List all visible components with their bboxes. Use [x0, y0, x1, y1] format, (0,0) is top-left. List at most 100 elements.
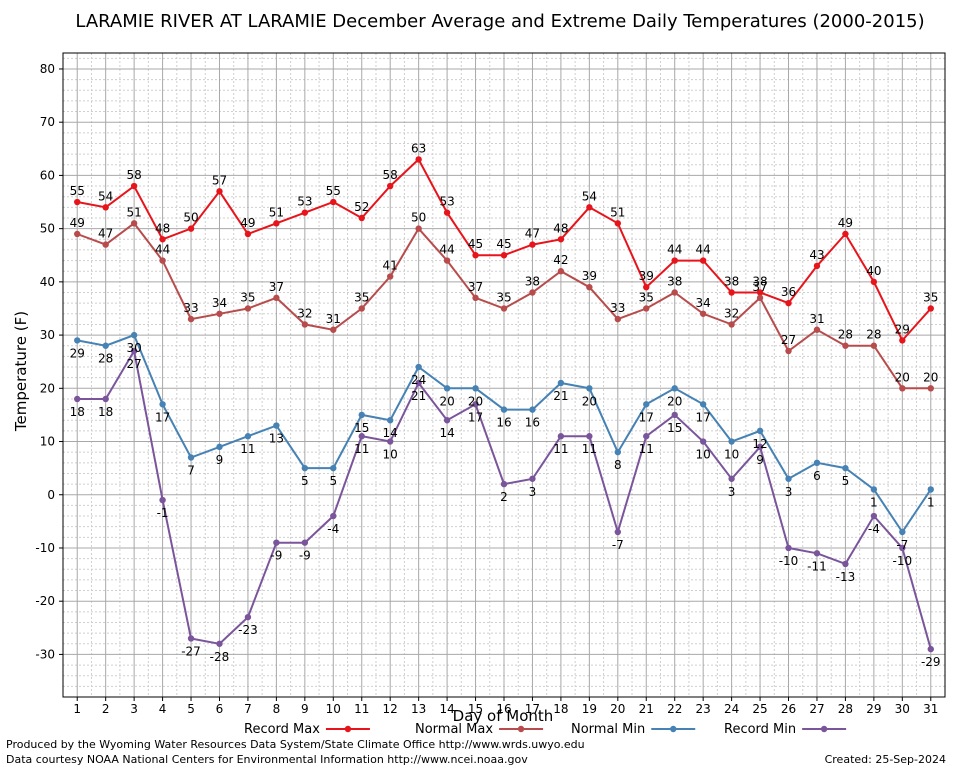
- y-tick-label: -20: [35, 594, 55, 608]
- data-label: 38: [525, 275, 540, 289]
- data-point: [870, 278, 878, 286]
- data-label: 7: [187, 463, 195, 477]
- data-label: 34: [212, 296, 227, 310]
- x-tick-labels: 1 2 3 4 5 6 7 8 9 10 11 12 13 14 15 16 17 18 19 20 21 22 23 24 2…: [73, 702, 938, 716]
- data-point: [244, 305, 252, 312]
- x-tick-label: 16: [496, 702, 511, 716]
- legend-item: Record Min: [724, 722, 847, 737]
- data-point: [386, 438, 394, 445]
- legend-label: Normal Max: [415, 722, 493, 737]
- data-point: [785, 544, 792, 552]
- data-label: 14: [383, 426, 398, 440]
- data-point: [614, 448, 622, 456]
- x-tick-label: 21: [639, 702, 654, 716]
- data-point: [472, 252, 479, 259]
- data-label: 17: [468, 410, 483, 424]
- data-point: [671, 289, 678, 296]
- data-point: [358, 214, 365, 222]
- data-label: 38: [724, 275, 739, 289]
- data-label: 28: [866, 328, 881, 342]
- data-label: 14: [439, 426, 454, 440]
- y-tick-label: 40: [40, 275, 55, 289]
- data-label: -27: [181, 644, 201, 658]
- data-label: 51: [269, 205, 284, 219]
- x-tick-label: 1: [73, 702, 81, 716]
- data-point: [699, 401, 707, 408]
- series-normal-min: [74, 331, 934, 536]
- major-grid: [63, 53, 945, 697]
- data-label: 49: [70, 216, 85, 230]
- data-label: 51: [610, 205, 625, 219]
- data-label: 10: [383, 448, 398, 462]
- data-point: [500, 406, 508, 413]
- data-label: 36: [781, 285, 796, 299]
- data-label: 9: [216, 453, 224, 467]
- data-label: -10: [893, 554, 913, 568]
- x-tick-label: 2: [102, 702, 110, 716]
- x-tick-label: 22: [667, 702, 682, 716]
- x-tick-label: 26: [781, 702, 796, 716]
- data-point: [102, 241, 109, 248]
- data-label: 3: [728, 485, 736, 499]
- data-point: [443, 417, 451, 424]
- data-point: [927, 645, 934, 653]
- footer-produced-by: Produced by the Wyoming Water Resources …: [6, 738, 585, 751]
- data-point: [330, 464, 337, 472]
- data-point: [301, 321, 309, 328]
- data-label: 17: [696, 410, 711, 424]
- x-tick-label: 10: [326, 702, 341, 716]
- data-label: 51: [126, 205, 141, 219]
- data-point: [74, 198, 81, 206]
- series-record-min: [74, 347, 934, 653]
- data-point: [813, 262, 821, 270]
- data-point: [728, 438, 735, 445]
- data-point: [301, 539, 309, 546]
- data-point: [643, 433, 650, 440]
- y-tick-label: 30: [40, 328, 55, 342]
- data-label: 44: [155, 243, 170, 257]
- data-point: [785, 475, 792, 482]
- data-point: [899, 385, 906, 392]
- data-point: [728, 475, 735, 482]
- data-point: [586, 283, 593, 291]
- x-tick-label: 20: [610, 702, 625, 716]
- data-point: [756, 427, 764, 435]
- data-label: 39: [582, 269, 597, 283]
- data-label: 27: [781, 333, 796, 347]
- data-point: [130, 220, 138, 227]
- data-point: [699, 438, 707, 445]
- data-label: 5: [842, 474, 850, 488]
- data-point: [927, 305, 934, 312]
- data-label: 15: [354, 421, 369, 435]
- data-point: [557, 268, 565, 275]
- data-label: 45: [496, 237, 511, 251]
- data-label: 53: [297, 195, 312, 209]
- data-label: 41: [383, 259, 398, 273]
- data-label: 1: [927, 495, 935, 509]
- x-tick-label: 19: [582, 702, 597, 716]
- data-label: 11: [240, 442, 255, 456]
- data-point: [500, 252, 508, 259]
- data-point: [586, 385, 593, 392]
- data-label: 34: [696, 296, 711, 310]
- y-tick-label: 10: [40, 435, 55, 449]
- data-label: 10: [724, 448, 739, 462]
- data-label: 42: [553, 253, 568, 267]
- data-label: 57: [212, 173, 227, 187]
- y-tick-labels: -30 -20 -10 0 10 20 30 40 50 60 70 80: [35, 62, 55, 661]
- x-tick-label: 17: [525, 702, 540, 716]
- data-point: [927, 385, 934, 392]
- footer-created-date: Created: 25-Sep-2024: [824, 753, 946, 766]
- data-label: 18: [70, 405, 85, 419]
- x-tick-label: 4: [159, 702, 167, 716]
- data-label: 37: [468, 280, 483, 294]
- data-label: 24: [411, 373, 426, 387]
- data-label: -11: [807, 559, 827, 573]
- data-point: [216, 310, 223, 317]
- data-label: 3: [529, 485, 537, 499]
- data-label: 48: [553, 221, 568, 235]
- data-label: 20: [923, 370, 938, 384]
- data-point: [386, 417, 394, 424]
- data-point: [415, 156, 422, 163]
- x-tick-label: 18: [553, 702, 568, 716]
